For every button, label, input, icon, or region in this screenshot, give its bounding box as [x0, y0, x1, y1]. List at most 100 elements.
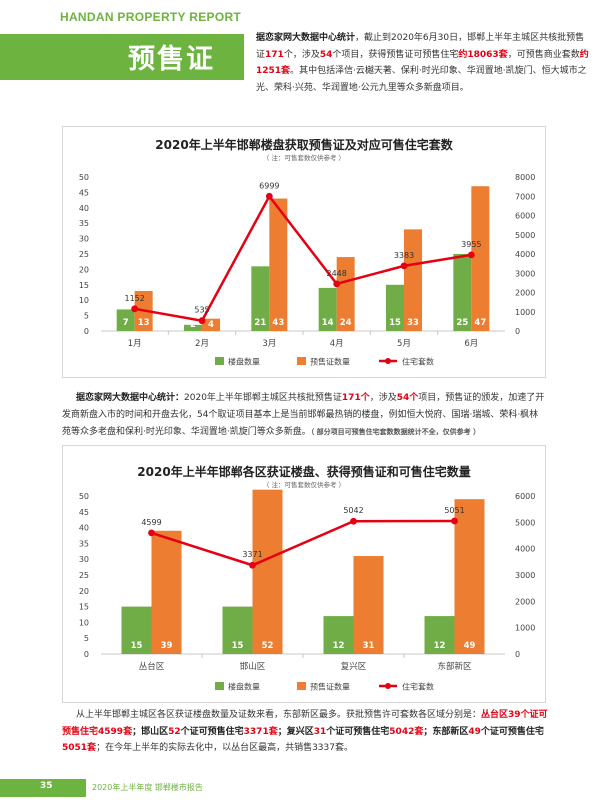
bar-value-label: 15 — [232, 641, 244, 651]
line-value-label: 5051 — [444, 506, 464, 515]
line-value-label: 3383 — [394, 251, 414, 260]
intro-source: 据恋家网大数据中心统计 — [256, 33, 356, 43]
y-tick-label: 5 — [84, 634, 89, 643]
bar-project-count — [386, 284, 404, 331]
y2-tick-label: 5000 — [515, 518, 535, 527]
y-tick-label: 20 — [79, 265, 89, 274]
line-value-label: 2448 — [326, 269, 346, 278]
y2-tick-label: 7000 — [515, 192, 535, 201]
bottom-highlight: 5042套 — [389, 726, 424, 737]
bar-project-count — [251, 266, 270, 331]
line-point — [451, 517, 458, 525]
district-chart: 2020年上半年邯郸各区获证楼盘、获得预售证和可售住宅数量（ 注：可售套数仅供参… — [62, 445, 546, 703]
y-tick-label: 50 — [79, 173, 89, 182]
bottom-text: ；在今年上半年的实际去化中，以丛台区最高，共销售3337套。 — [96, 743, 353, 753]
y-tick-label: 0 — [84, 650, 89, 659]
bottom-sep: ； — [132, 726, 142, 737]
bar-value-label: 2 — [190, 320, 196, 330]
y-tick-label: 0 — [84, 327, 89, 336]
bar-permit-count — [336, 257, 355, 331]
bar-project-count — [453, 254, 472, 331]
line-value-label: 535 — [194, 306, 209, 315]
legend-label: 预售证数量 — [310, 682, 350, 692]
bar-value-label: 12 — [333, 641, 345, 651]
bar-permit-count — [151, 530, 182, 654]
x-tick-label: 5月 — [397, 339, 411, 349]
bottom-sep: ； — [423, 726, 433, 737]
district-chart-svg: 2020年上半年邯郸各区获证楼盘、获得预售证和可售住宅数量（ 注：可售套数仅供参… — [79, 464, 536, 692]
bottom-highlight: 52 — [168, 726, 181, 737]
intro-text: 个项目，获得预售证可预售住宅 — [332, 49, 459, 60]
x-tick-label: 2月 — [195, 339, 209, 349]
y-tick-label: 45 — [79, 508, 89, 517]
bottom-paragraph: 从上半年邯郸主城区各区获证楼盘数量及证数来看，东部新区最多。获批预售许可套数各区… — [62, 707, 548, 757]
bar-permit-count — [353, 556, 384, 654]
y2-tick-label: 3000 — [515, 571, 535, 580]
mid-note: （ 部分项目可预售住宅套数数据统计不全，仅供参考 ） — [310, 428, 481, 436]
intro-highlight: 约18063套 — [458, 49, 508, 60]
bottom-text-bold: 个证可预售住宅 — [180, 726, 244, 737]
title-banner — [0, 34, 244, 80]
bottom-district: 复兴区 — [286, 726, 314, 737]
mid-highlight: 54个 — [396, 393, 419, 403]
legend-label: 楼盘数量 — [228, 357, 260, 367]
y2-tick-label: 4000 — [515, 545, 535, 554]
bottom-district: 东部新区 — [432, 726, 469, 737]
line-value-label: 5042 — [343, 506, 363, 515]
bar-project-count — [222, 606, 253, 654]
bottom-text: 从上半年邯郸主城区各区获证楼盘数量及证数来看，东部新区最多。获批预售许可套数各区… — [76, 710, 482, 720]
legend-label: 住宅套数 — [402, 357, 434, 367]
y-tick-label: 30 — [79, 235, 89, 244]
intro-text: ，截止到2020年6月30日，邯郸上半年主城区共核批预售证 — [256, 33, 585, 60]
y2-tick-label: 1000 — [515, 308, 535, 317]
y-tick-label: 40 — [79, 524, 89, 533]
bar-value-label: 15 — [389, 318, 401, 328]
bottom-highlight: 3371套 — [243, 726, 278, 737]
bar-value-label: 15 — [131, 641, 143, 651]
legend-swatch — [215, 682, 224, 690]
y-tick-label: 20 — [79, 587, 89, 596]
line-point — [249, 561, 256, 569]
bar-value-label: 43 — [272, 318, 284, 328]
chart-title: 2020年上半年邯郸各区获证楼盘、获得预售证和可售住宅数量 — [137, 464, 470, 479]
page-title: 预售证 — [128, 44, 215, 75]
bar-permit-count — [202, 318, 220, 331]
line-units — [151, 519, 455, 567]
intro-highlight: 约1251套 — [256, 49, 589, 77]
legend-label: 住宅套数 — [402, 682, 434, 692]
chart-subtitle: （ 注：可售套数仅供参考 ） — [263, 480, 345, 489]
line-point — [467, 251, 475, 259]
bar-project-count — [424, 616, 455, 654]
line-point — [333, 280, 341, 288]
y-tick-label: 10 — [79, 296, 89, 305]
mid-text: 项目，预售证的颁发，加速了开发商新盘入市的时间和开盘去化，54个取证项目基本上是… — [62, 393, 545, 437]
chart-title: 2020年上半年邯郸楼盘获取预售证及对应可售住宅套数 — [155, 137, 453, 152]
bar-permit-count — [471, 186, 490, 331]
y2-tick-label: 0 — [515, 650, 520, 659]
line-point — [265, 192, 273, 200]
intro-text: 。其中包括泽信·云樾天著、保利·时光印象、华润置地·凯旋门、恒大城市之光、荣科·… — [256, 66, 587, 93]
bottom-text-bold: 个证可预售住宅 — [480, 726, 544, 737]
mid-highlight: 171个 — [341, 393, 370, 403]
line-units — [134, 193, 472, 323]
line-point — [350, 517, 357, 525]
y2-tick-label: 3000 — [515, 269, 535, 278]
line-point — [148, 529, 155, 537]
mid-paragraph: 据恋家网大数据中心统计：2020年上半年邯郸主城区共核批预售证171个，涉及54… — [62, 390, 547, 441]
y2-tick-label: 2000 — [515, 289, 535, 298]
y2-tick-label: 2000 — [515, 597, 535, 606]
bar-permit-count — [269, 198, 288, 331]
mid-source: 据恋家网大数据中心统计： — [76, 393, 185, 403]
y2-tick-label: 0 — [515, 327, 520, 336]
y-tick-label: 35 — [79, 539, 89, 548]
bar-value-label: 7 — [123, 318, 129, 328]
bottom-highlight: 5051套 — [62, 743, 97, 753]
report-label: HANDAN PROPERTY REPORT — [60, 10, 242, 24]
y-tick-label: 35 — [79, 219, 89, 228]
x-tick-label: 邯山区 — [240, 661, 266, 672]
bar-value-label: 12 — [434, 641, 446, 651]
legend-swatch — [297, 357, 306, 365]
y2-tick-label: 5000 — [515, 231, 535, 240]
legend-marker — [385, 683, 391, 689]
bar-value-label: 33 — [407, 318, 419, 328]
